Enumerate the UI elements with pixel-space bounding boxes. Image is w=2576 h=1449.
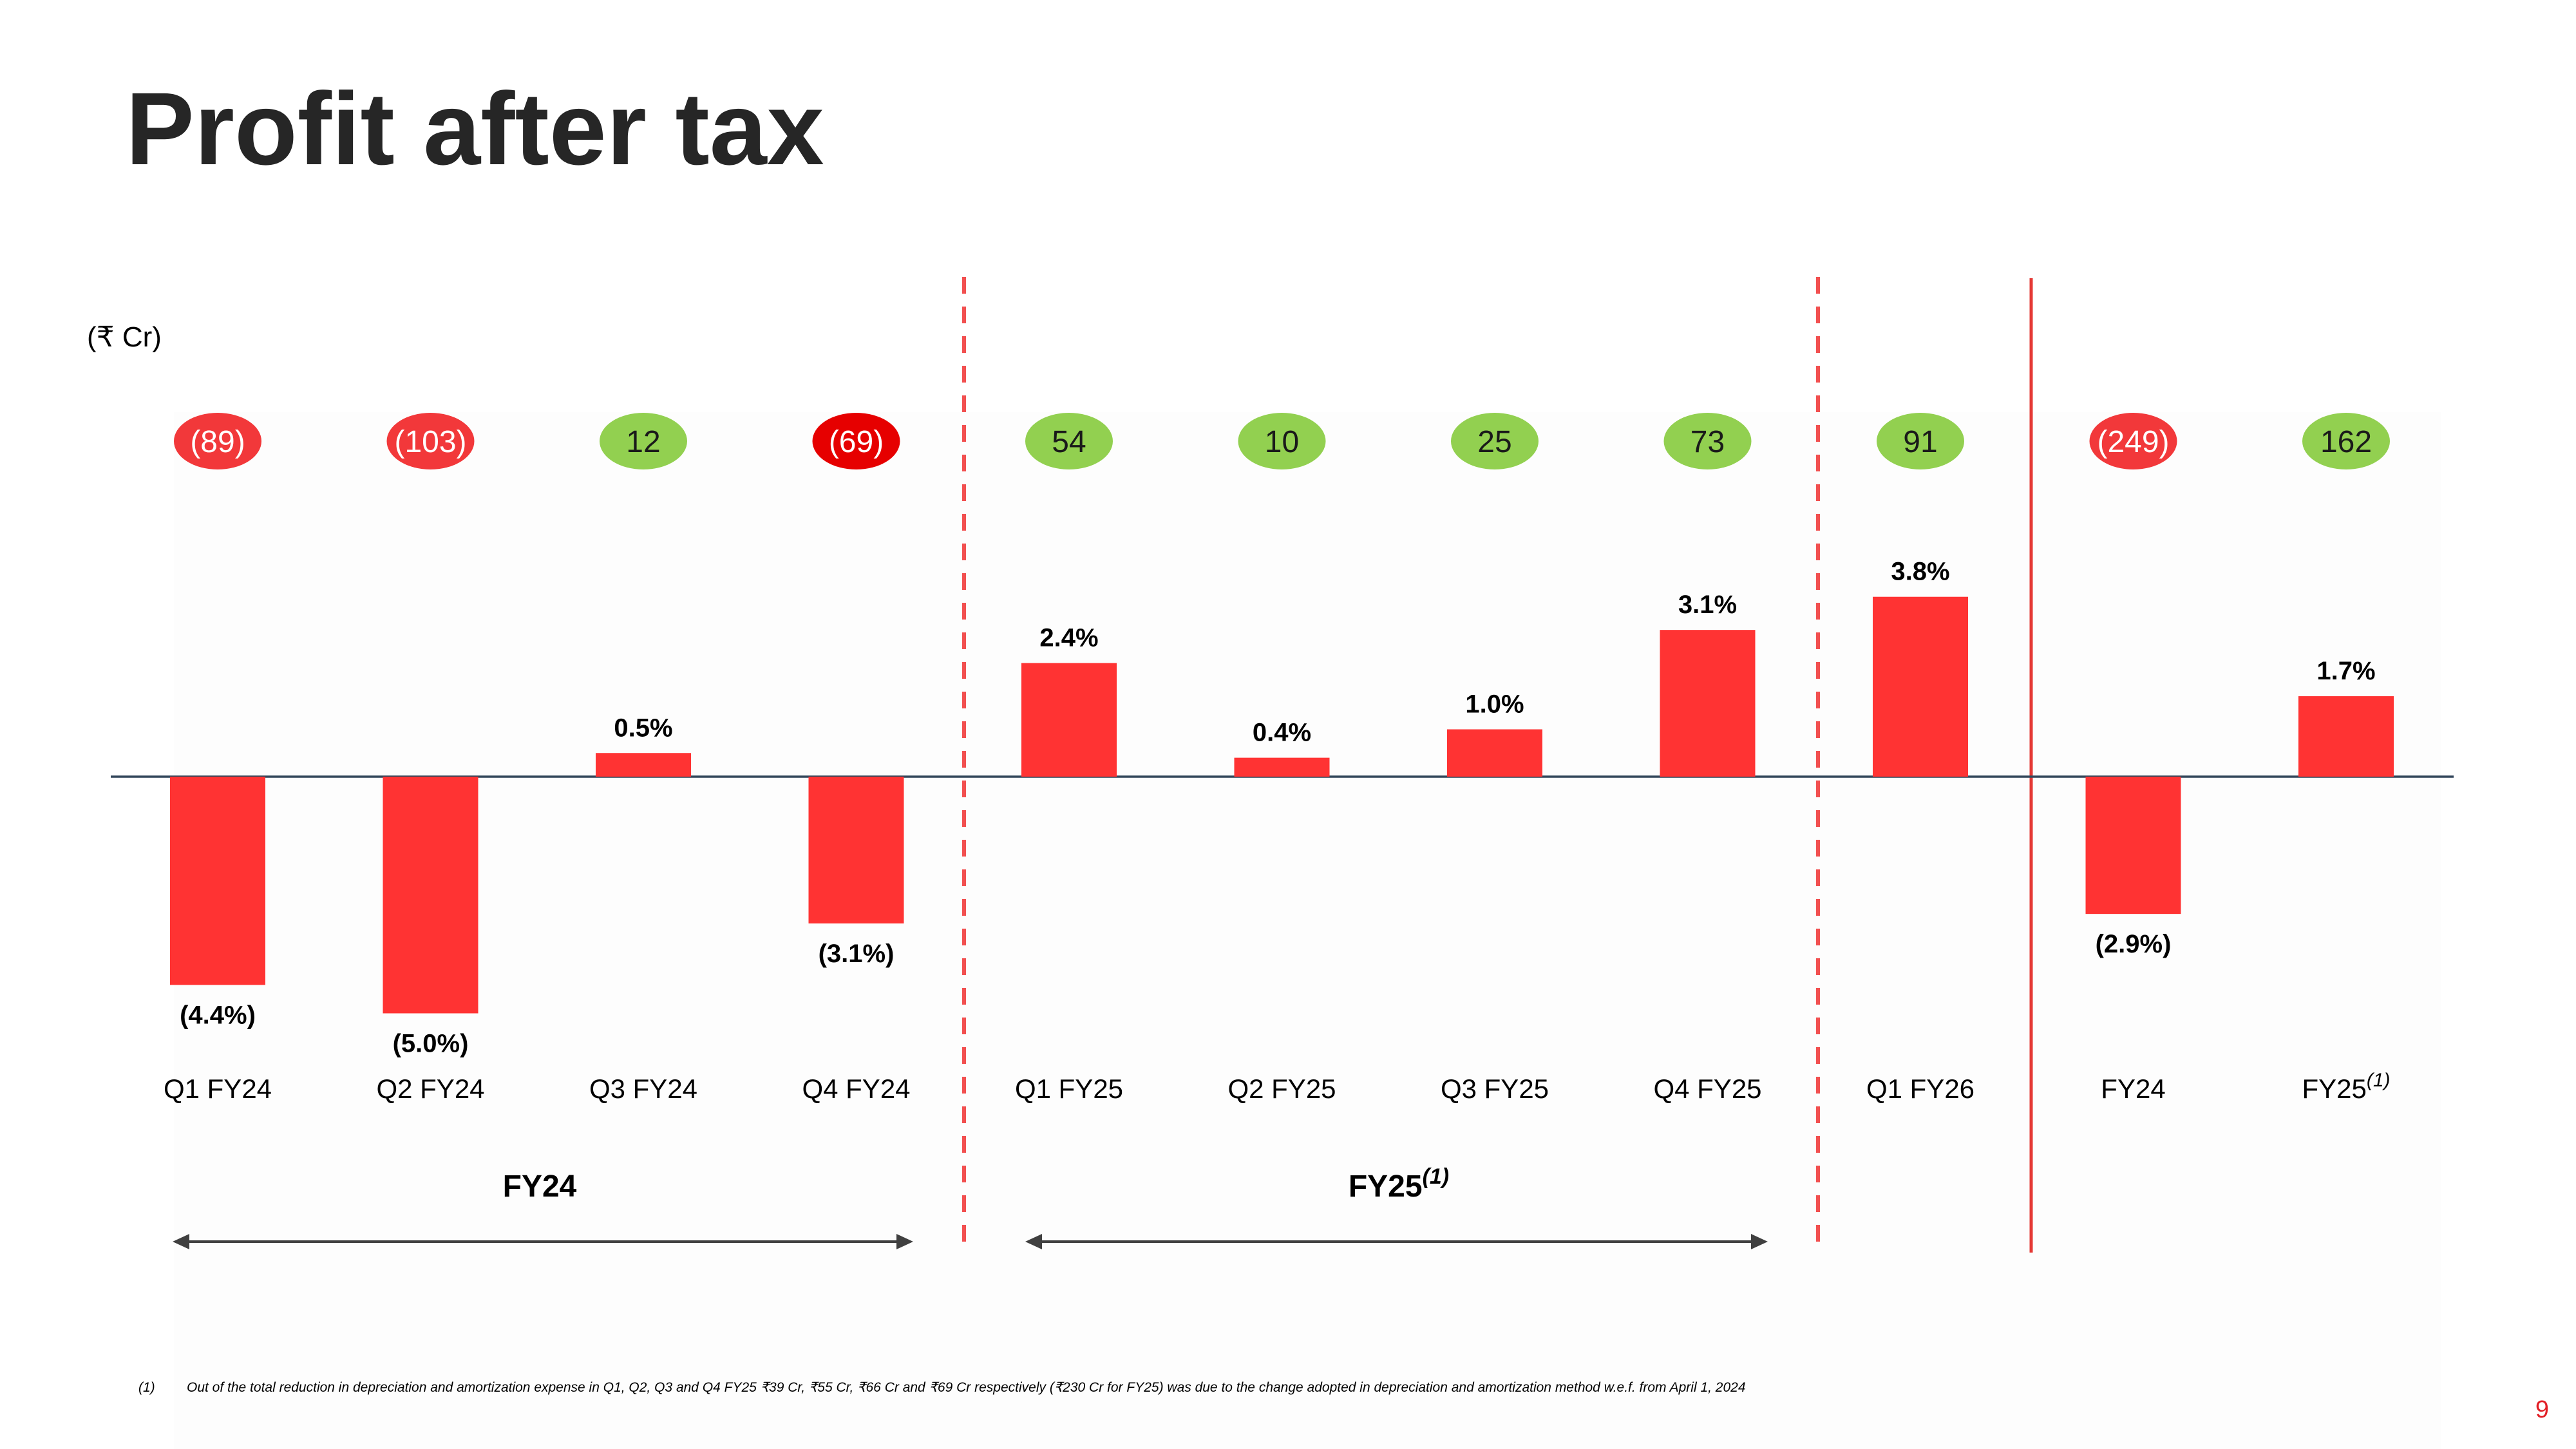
pat-value-pill — [1663, 413, 1752, 469]
pat-value-pill — [1451, 413, 1539, 469]
pat-value-label: 10 — [1265, 425, 1299, 459]
bar — [1234, 757, 1330, 777]
group-label: FY24 — [503, 1170, 577, 1204]
category-label: Q3 FY25 — [1441, 1074, 1549, 1104]
pat-value-label: 91 — [1903, 425, 1937, 459]
bar-data-label: 1.7% — [2316, 657, 2375, 685]
arrowhead-right — [1751, 1234, 1768, 1249]
category-label: Q4 FY24 — [802, 1074, 910, 1104]
arrowhead-left — [173, 1234, 189, 1249]
bar-data-label: (5.0%) — [393, 1030, 469, 1058]
pat-value-pill — [1238, 413, 1326, 469]
pat-value-label: 12 — [626, 425, 660, 459]
arrowhead-left — [1025, 1234, 1042, 1249]
bar-data-label: 2.4% — [1039, 624, 1098, 652]
pat-value-pill — [2302, 413, 2390, 469]
bar-data-label: (4.4%) — [180, 1001, 256, 1029]
bar — [2298, 696, 2394, 777]
bar — [1447, 729, 1542, 777]
category-label: Q3 FY24 — [589, 1074, 697, 1104]
pat-value-label: 54 — [1052, 425, 1086, 459]
pat-value-label: 25 — [1477, 425, 1511, 459]
category-label: FY24 — [2101, 1074, 2165, 1104]
pat-value-pill — [386, 413, 475, 469]
bar — [808, 777, 904, 923]
bar — [596, 753, 691, 777]
unit-label: (₹ Cr) — [87, 321, 162, 353]
pat-value-label: (89) — [190, 425, 245, 459]
bar-data-label: (3.1%) — [819, 940, 895, 968]
category-label: Q1 FY24 — [164, 1074, 272, 1104]
category-label: Q2 FY25 — [1227, 1074, 1336, 1104]
category-label: Q1 FY26 — [1866, 1074, 1975, 1104]
footnote: (1) Out of the total reduction in depreci… — [138, 1379, 1746, 1396]
pat-value-pill — [174, 413, 261, 469]
pat-value-pill — [2089, 413, 2177, 469]
pat-value-label: (249) — [2097, 425, 2169, 459]
bar — [2085, 777, 2181, 914]
bar-data-label: 0.4% — [1253, 719, 1311, 747]
bar-data-label: 1.0% — [1465, 690, 1524, 719]
bar-data-label: 3.1% — [1678, 591, 1737, 619]
plot-background — [174, 412, 2441, 1449]
category-label: Q2 FY24 — [376, 1074, 484, 1104]
pat-value-pill — [1025, 413, 1113, 469]
pat-value-pill — [600, 413, 687, 469]
bar — [170, 777, 265, 985]
category-label: FY25(1) — [2302, 1070, 2390, 1104]
pat-value-label: (69) — [829, 425, 884, 459]
bar — [1021, 663, 1117, 777]
footnote-marker: (1) — [138, 1380, 155, 1395]
pat-value-pill — [1877, 413, 1964, 469]
pat-value-label: (103) — [394, 425, 466, 459]
page-number: 9 — [2535, 1396, 2549, 1423]
page-title: Profit after tax — [126, 71, 824, 186]
category-label: Q4 FY25 — [1653, 1074, 1761, 1104]
bar-data-label: 0.5% — [614, 714, 672, 742]
bar — [1873, 596, 1968, 777]
bar-data-label: 3.8% — [1891, 558, 1949, 586]
arrowhead-right — [896, 1234, 913, 1249]
category-label: Q1 FY25 — [1015, 1074, 1123, 1104]
pat-value-label: 73 — [1690, 425, 1725, 459]
pat-value-pill — [812, 413, 900, 469]
bar — [1660, 630, 1756, 777]
bar — [383, 777, 478, 1014]
footnote-text: Out of the total reduction in depreciati… — [187, 1380, 1746, 1395]
pat-value-label: 162 — [2320, 425, 2372, 459]
bar-data-label: (2.9%) — [2096, 930, 2172, 958]
